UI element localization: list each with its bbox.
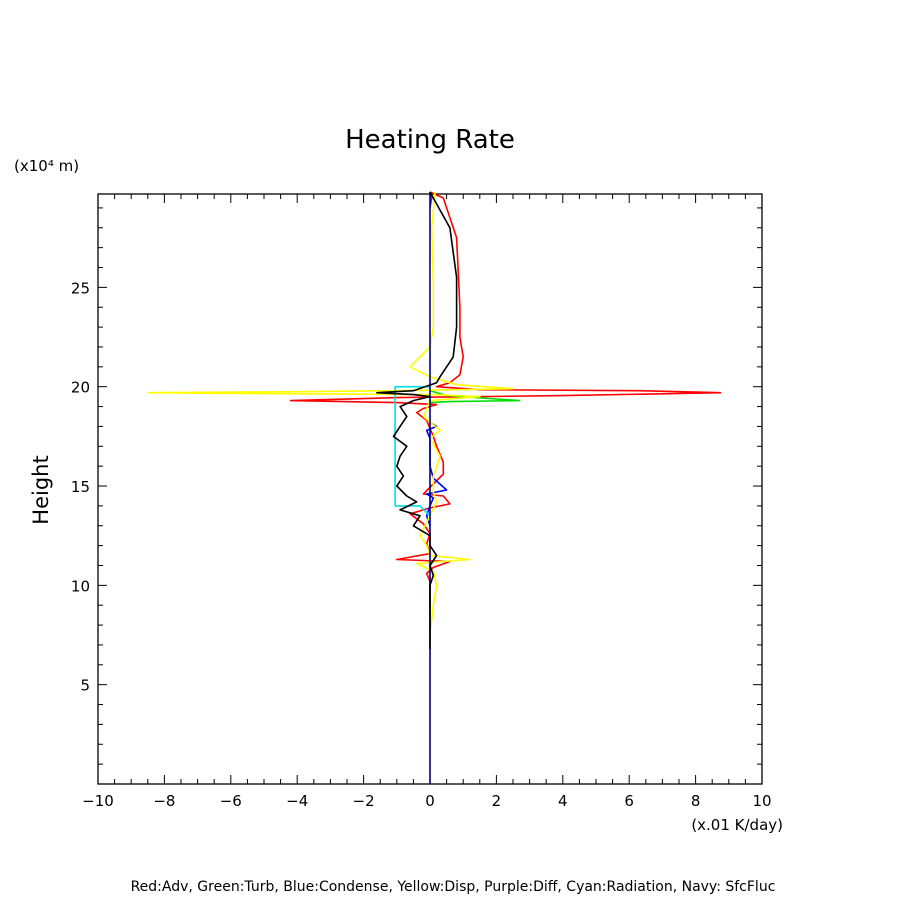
x-tick-label: 2 — [492, 792, 502, 810]
y-tick-label: 20 — [71, 379, 90, 397]
series-line-radiation — [394, 385, 431, 517]
x-tick-label: −6 — [220, 792, 242, 810]
x-tick-label: −4 — [286, 792, 308, 810]
y-unit-label: (x10⁴ m) — [14, 157, 79, 175]
plot-area: −10 −8 −6 −4 −2 0 2 4 6 8 10 5 10 15 20 25 — [71, 191, 772, 810]
x-tick-label: 4 — [558, 792, 568, 810]
y-tick-label: 25 — [71, 279, 90, 297]
x-unit-label: (x.01 K/day) — [691, 816, 783, 834]
y-axis-label: Height — [29, 455, 53, 524]
x-tick-label: −10 — [82, 792, 114, 810]
y-tick-label: 5 — [80, 677, 90, 695]
y-tick-label: 15 — [71, 478, 90, 496]
series-line-unlabeled-7 — [376, 191, 458, 649]
x-tick-label: 0 — [425, 792, 435, 810]
series-line-adv — [289, 191, 722, 606]
x-tick-label: −2 — [353, 792, 375, 810]
x-tick-label: 6 — [624, 792, 634, 810]
x-tick-label: 8 — [691, 792, 701, 810]
series-line-turb — [429, 389, 521, 404]
chart-title: Heating Rate — [345, 125, 515, 155]
y-tick-label: 10 — [71, 577, 90, 595]
legend-text: Red:Adv, Green:Turb, Blue:Condense, Yell… — [131, 879, 776, 895]
x-tick-label: 10 — [752, 792, 771, 810]
x-tick-label: −8 — [153, 792, 175, 810]
series-line-disp — [147, 191, 514, 636]
